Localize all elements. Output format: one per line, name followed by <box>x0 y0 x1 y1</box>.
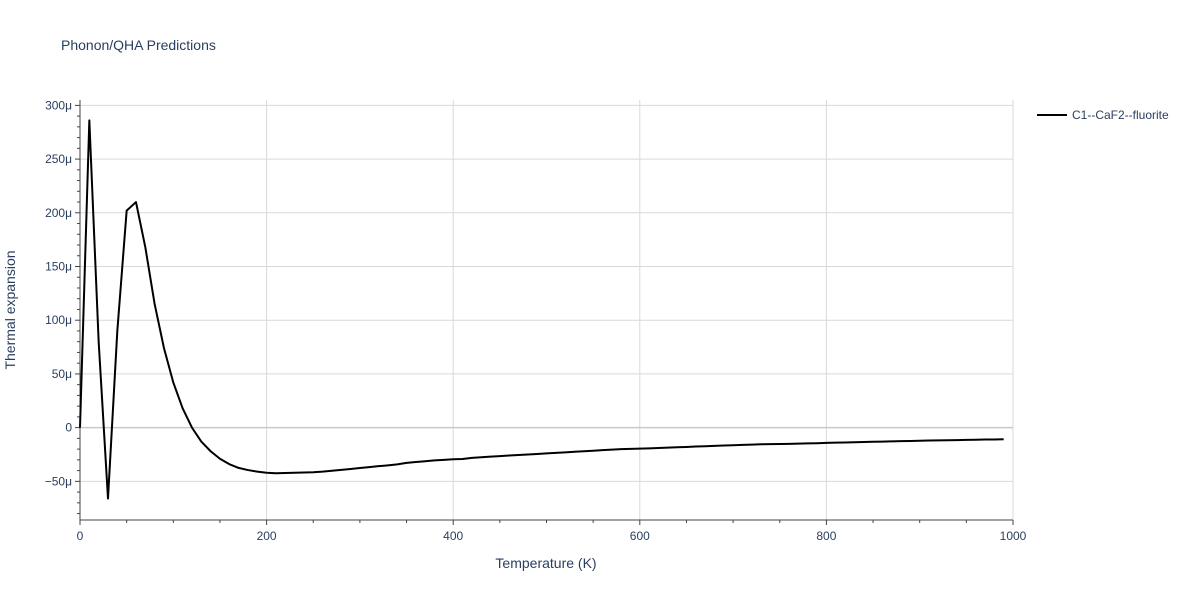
y-tick-labels: −50μ 0 50μ 100μ 150μ 200μ 250μ 300μ <box>45 98 73 488</box>
series-line-c1-caf2-fluorite[interactable] <box>79 119 1004 500</box>
x-tick-label-800: 800 <box>816 529 836 543</box>
x-axis-title: Temperature (K) <box>495 555 596 571</box>
legend-label-c1-caf2-fluorite: C1--CaF2--fluorite <box>1072 108 1169 122</box>
y-tick-label-100: 100μ <box>45 313 72 327</box>
x-tick-label-600: 600 <box>630 529 650 543</box>
x-tick-label-200: 200 <box>257 529 277 543</box>
x-tick-label-1000: 1000 <box>1000 529 1027 543</box>
y-tick-label--50: −50μ <box>45 474 72 488</box>
chart-title: Phonon/QHA Predictions <box>61 37 216 53</box>
legend[interactable]: C1--CaF2--fluorite <box>1037 108 1169 122</box>
plot-area <box>79 119 1004 500</box>
axes <box>75 100 1014 525</box>
y-tick-label-0: 0 <box>65 421 72 435</box>
y-tick-label-150: 150μ <box>45 259 72 273</box>
y-tick-label-300: 300μ <box>45 98 72 112</box>
y-tick-label-50: 50μ <box>52 367 72 381</box>
x-tick-label-400: 400 <box>443 529 463 543</box>
x-tick-label-0: 0 <box>77 529 84 543</box>
grid-lines <box>80 100 1014 520</box>
y-axis-title: Thermal expansion <box>2 250 18 369</box>
y-tick-label-250: 250μ <box>45 152 72 166</box>
y-tick-label-200: 200μ <box>45 206 72 220</box>
x-tick-labels: 0 200 400 600 800 1000 <box>77 529 1027 543</box>
